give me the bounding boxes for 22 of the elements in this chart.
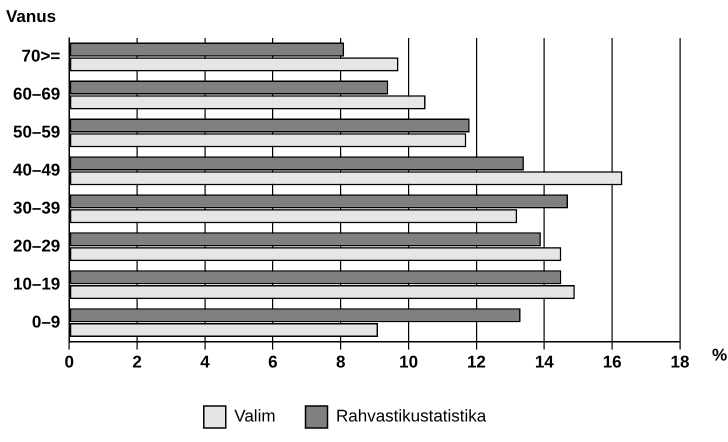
y-tick-label: 0–9: [32, 312, 60, 332]
y-axis-title: Vanus: [6, 7, 56, 26]
x-tick-label: 10: [399, 352, 418, 372]
y-tick-label: 20–29: [12, 236, 60, 256]
y-tick-label: 60–69: [12, 84, 60, 104]
y-tick-label: 40–49: [12, 160, 60, 180]
x-tick-label: 18: [670, 352, 690, 372]
x-tick-label: 6: [268, 352, 278, 372]
y-tick-label: 50–59: [12, 122, 60, 142]
y-tick-label: 70>=: [22, 46, 60, 66]
x-tick-label: 0: [64, 352, 74, 372]
x-tick-label: 16: [602, 352, 622, 372]
x-tick-label: 4: [200, 352, 210, 372]
x-tick-label: 8: [336, 352, 346, 372]
legend-label: Rahvastikustatistika: [336, 406, 487, 426]
x-axis-title: %: [712, 345, 728, 364]
legend-label: Valim: [234, 406, 276, 426]
x-tick-label: 12: [466, 352, 486, 372]
x-tick-label: 2: [132, 352, 142, 372]
y-tick-label: 10–19: [12, 274, 60, 294]
x-tick-label: 14: [534, 352, 554, 372]
y-tick-label: 30–39: [12, 198, 60, 218]
